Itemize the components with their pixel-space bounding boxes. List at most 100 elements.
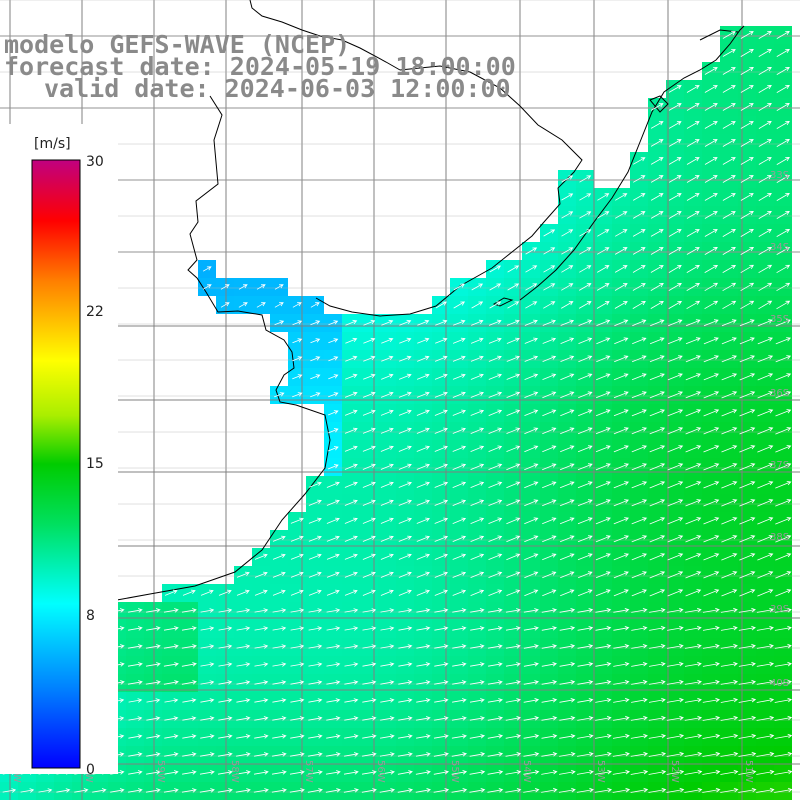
wind-arrow [630, 715, 648, 721]
wind-arrow [328, 320, 339, 326]
wind-arrow [236, 752, 251, 757]
wind-arrow [740, 31, 754, 39]
wind-arrow [721, 481, 738, 489]
wind-arrow [505, 644, 521, 649]
wind-arrow [326, 734, 341, 739]
wind-arrow [757, 571, 774, 579]
wind-arrow [272, 752, 287, 757]
wind-arrow [721, 553, 738, 561]
wind-arrow [128, 752, 143, 757]
wind-arrow [649, 445, 666, 453]
wind-arrow [344, 445, 358, 452]
wind-arrow [613, 481, 629, 489]
wind-arrow [434, 373, 448, 380]
wind-arrow [307, 788, 323, 793]
wind-arrow [739, 391, 756, 399]
wind-arrow [308, 499, 322, 506]
wind-arrow [470, 535, 485, 542]
wind-arrow [435, 337, 448, 344]
wind-arrow [702, 661, 720, 667]
wind-arrow [292, 320, 303, 326]
wind-arrow [506, 535, 521, 543]
wind-arrow [650, 121, 664, 129]
wind-arrow [164, 770, 179, 775]
wind-arrow [525, 265, 538, 273]
latitude-labels: 33S 34S 35S 36S 37S 38S 39S 40S [770, 170, 789, 689]
wind-arrow [558, 787, 576, 793]
wind-arrow [471, 319, 484, 326]
wind-arrow [163, 788, 179, 793]
wind-arrow [579, 211, 592, 219]
wind-arrow [776, 282, 791, 292]
wind-arrow [290, 571, 304, 578]
wind-arrow [738, 607, 756, 613]
longitude-label: 55W [449, 760, 460, 783]
wind-arrow [704, 211, 718, 219]
wind-arrow [416, 644, 431, 649]
wind-arrow [631, 608, 648, 613]
valid-date: valid date: 2024-06-03 12:00:00 [44, 74, 511, 103]
wind-arrow [541, 626, 558, 631]
wind-arrow [668, 157, 682, 165]
wind-arrow [290, 662, 305, 667]
wind-arrow [146, 608, 161, 613]
wind-arrow [487, 770, 504, 775]
wind-arrow [380, 662, 395, 667]
wind-arrow [776, 174, 790, 183]
wind-arrow [525, 301, 538, 309]
wind-arrow [650, 282, 664, 291]
wind-arrow [594, 751, 612, 757]
wind-arrow [542, 499, 557, 507]
wind-arrow [507, 283, 520, 291]
wind-arrow [757, 463, 774, 471]
wind-arrow [289, 770, 305, 775]
wind-arrow [380, 445, 394, 452]
wind-arrow [560, 355, 575, 362]
wind-arrow [685, 373, 701, 381]
wind-arrow [470, 662, 485, 667]
wind-arrow [292, 338, 303, 344]
wind-arrow [703, 427, 720, 435]
wind-arrow [434, 391, 448, 398]
wind-arrow [272, 716, 287, 721]
wind-arrow [668, 211, 682, 219]
wind-arrow [541, 770, 558, 775]
wind-arrow [667, 427, 684, 435]
wind-arrow [758, 120, 772, 129]
wind-arrow [648, 715, 666, 721]
wind-arrow [434, 608, 449, 613]
wind-arrow [471, 283, 484, 291]
wind-arrow [505, 716, 522, 721]
wind-arrow [722, 264, 737, 273]
wind-arrow [721, 319, 737, 327]
wind-arrow [559, 680, 576, 685]
wind-arrow [776, 300, 791, 310]
wind-arrow [200, 608, 215, 613]
wind-arrow [758, 192, 772, 201]
wind-arrow [362, 608, 377, 613]
wind-arrow [649, 463, 666, 471]
wind-arrow [254, 734, 269, 739]
wind-arrow [668, 139, 682, 147]
wind-arrow [757, 481, 774, 489]
wind-arrow [362, 662, 377, 667]
wind-arrow [308, 535, 322, 542]
wind-arrow [326, 608, 341, 613]
wind-arrow [650, 319, 665, 327]
wind-arrow [738, 625, 756, 631]
wind-arrow [722, 49, 736, 57]
wind-arrow [236, 589, 250, 596]
wind-arrow [774, 751, 793, 757]
wind-arrow [633, 157, 646, 165]
wind-arrow [416, 517, 430, 524]
wind-arrow [415, 788, 432, 793]
wind-arrow [344, 409, 358, 416]
wind-arrow [254, 553, 268, 560]
wind-arrow [758, 300, 773, 310]
wind-arrow [613, 680, 630, 685]
wind-arrow [398, 517, 412, 524]
wind-arrow [738, 697, 757, 703]
wind-arrow [507, 265, 520, 273]
wind-arrow [702, 625, 720, 631]
longitude-label: 51W [743, 760, 754, 783]
